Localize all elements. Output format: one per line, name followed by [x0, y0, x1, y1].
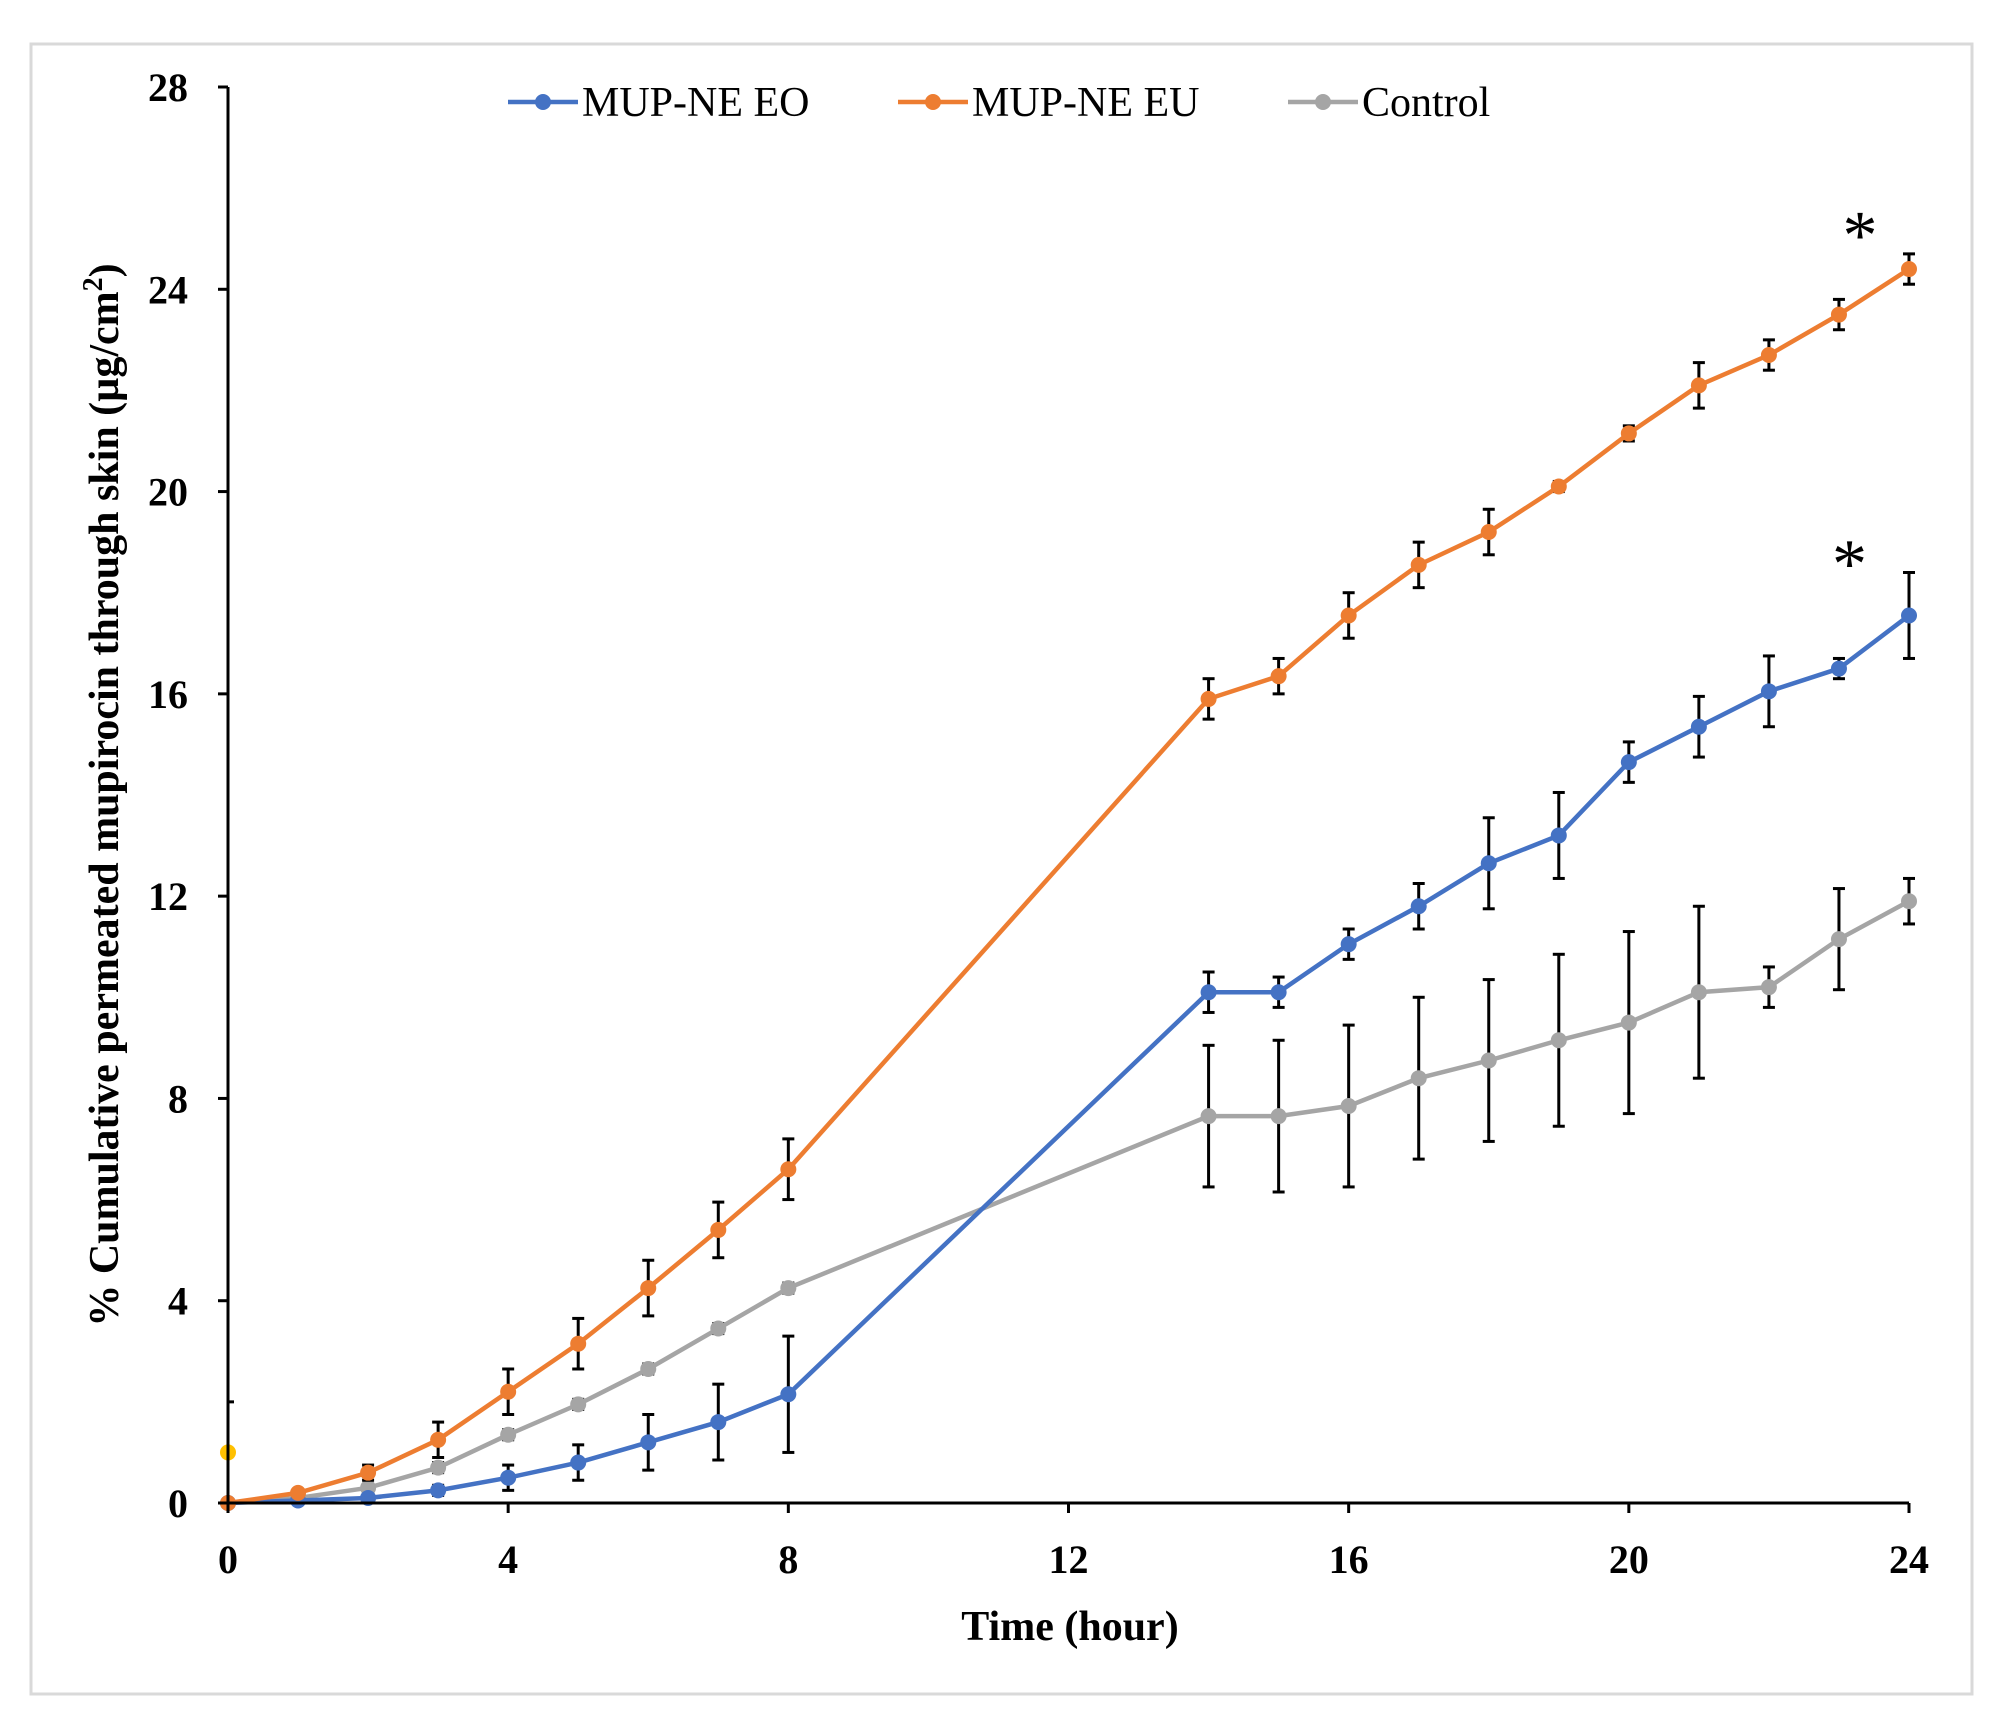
- data-point-control: [430, 1459, 447, 1476]
- data-point-mup-ne-eu: [1550, 478, 1567, 495]
- data-point-mup-ne-eu: [290, 1484, 307, 1501]
- data-point-mup-ne-eo: [570, 1454, 587, 1471]
- legend-label: MUP-NE EU: [972, 80, 1200, 126]
- x-tick-label: 12: [1049, 1537, 1089, 1582]
- data-point-mup-ne-eo: [1830, 660, 1847, 677]
- data-point-mup-ne-eu: [430, 1431, 447, 1448]
- data-point-mup-ne-eo: [640, 1434, 657, 1451]
- y-tick-label: 20: [148, 470, 188, 515]
- data-point-mup-ne-eo: [710, 1414, 727, 1431]
- data-point-mup-ne-eo: [1340, 936, 1357, 953]
- y-tick-label: 12: [148, 874, 188, 919]
- data-point-control: [1620, 1014, 1637, 1031]
- data-point-mup-ne-eu: [1480, 524, 1497, 541]
- data-point-control: [780, 1280, 797, 1297]
- y-tick-label: 16: [148, 672, 188, 717]
- data-point-mup-ne-eu: [780, 1161, 797, 1178]
- data-point-mup-ne-eo: [1760, 683, 1777, 700]
- data-point-mup-ne-eu: [1620, 425, 1637, 442]
- x-tick-label: 4: [498, 1537, 518, 1582]
- y-tick-label: 0: [168, 1481, 188, 1526]
- x-tick-label: 20: [1609, 1537, 1649, 1582]
- data-point-mup-ne-eu: [640, 1280, 657, 1297]
- legend-label: Control: [1362, 80, 1490, 126]
- series-mup-ne-eu: [220, 252, 1917, 1511]
- data-point-mup-ne-eo: [1480, 855, 1497, 872]
- data-point-mup-ne-eu: [500, 1383, 517, 1400]
- x-tick-label: 8: [778, 1537, 798, 1582]
- data-point-mup-ne-eo: [1620, 754, 1637, 771]
- data-point-mup-ne-eu: [1901, 261, 1917, 278]
- data-point-control: [710, 1320, 727, 1337]
- data-point-control: [1690, 984, 1707, 1001]
- legend-label: MUP-NE EO: [582, 80, 810, 126]
- x-tick-label: 16: [1329, 1537, 1369, 1582]
- data-point-control: [1901, 893, 1917, 910]
- y-tick-label: 24: [148, 267, 188, 312]
- data-point-mup-ne-eu: [1410, 556, 1427, 573]
- series-line-control: [227, 899, 1911, 1506]
- data-point-mup-ne-eu: [1200, 690, 1217, 707]
- data-point-control: [1410, 1070, 1427, 1087]
- data-point-mup-ne-eo: [1901, 607, 1917, 624]
- y-axis-label: % Cumulative permeated mupirocin through…: [78, 263, 128, 1326]
- data-point-mup-ne-eu: [1690, 377, 1707, 394]
- x-axis-label: Time (hour): [961, 1604, 1178, 1650]
- data-point-mup-ne-eo: [1270, 984, 1287, 1001]
- data-point-mup-ne-eu: [360, 1464, 377, 1481]
- y-tick-label: 4: [168, 1279, 188, 1324]
- x-tick-label: 24: [1889, 1537, 1929, 1582]
- data-point-control: [1340, 1098, 1357, 1115]
- significance-asterisk: *: [1832, 526, 1867, 603]
- x-tick-label: 0: [218, 1537, 238, 1582]
- y-tick-label: 28: [148, 65, 188, 110]
- data-point-mup-ne-eo: [1200, 984, 1217, 1001]
- data-point-mup-ne-eo: [500, 1469, 517, 1486]
- y-tick-label: 8: [168, 1076, 188, 1121]
- data-point-mup-ne-eo: [1690, 718, 1707, 735]
- data-point-mup-ne-eo: [780, 1386, 797, 1403]
- chart-border: [29, 42, 1974, 1696]
- data-point-mup-ne-eo: [430, 1482, 447, 1499]
- data-point-mup-ne-eu: [570, 1335, 587, 1352]
- series-line-mup-ne-eu: [227, 267, 1911, 1506]
- data-point-control: [1760, 979, 1777, 996]
- legend-marker: [925, 94, 941, 110]
- legend: MUP-NE EO MUP-NE EU Control: [508, 80, 1490, 126]
- significance-asterisk: *: [1842, 197, 1877, 274]
- data-point-control: [1480, 1052, 1497, 1069]
- series-control: [220, 876, 1917, 1511]
- data-point-mup-ne-eo: [1550, 827, 1567, 844]
- data-point-control: [640, 1360, 657, 1377]
- data-point-mup-ne-eu: [1830, 306, 1847, 323]
- legend-marker: [535, 94, 551, 110]
- legend-marker: [1315, 94, 1331, 110]
- data-point-mup-ne-eu: [1270, 668, 1287, 685]
- data-point-mup-ne-eu: [1760, 347, 1777, 364]
- data-point-mup-ne-eo: [1410, 898, 1427, 915]
- data-point-control: [1550, 1032, 1567, 1049]
- data-point-control: [1200, 1108, 1217, 1125]
- data-point-control: [570, 1396, 587, 1413]
- data-point-control: [1830, 931, 1847, 948]
- series-line-mup-ne-eo: [227, 613, 1911, 1506]
- data-point-mup-ne-eu: [710, 1221, 727, 1238]
- data-point-mup-ne-eu: [1340, 607, 1357, 624]
- data-point-control: [500, 1426, 517, 1443]
- data-point-control: [1270, 1108, 1287, 1125]
